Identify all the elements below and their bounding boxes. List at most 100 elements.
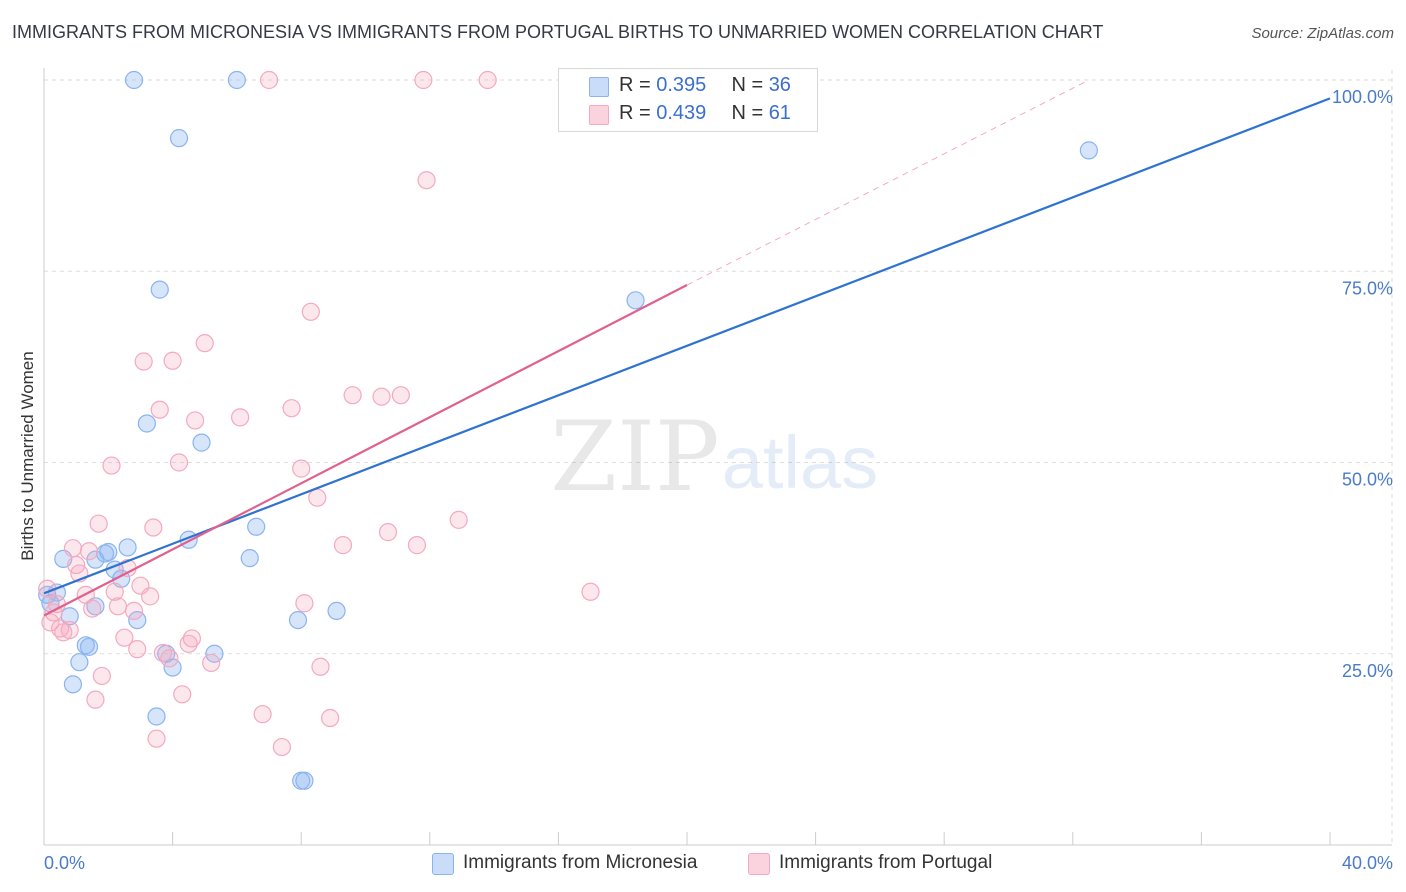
micronesia-trend-line <box>43 97 1331 595</box>
bottom-legend-swatch-micronesia <box>432 853 454 875</box>
portugal-point <box>60 620 79 640</box>
micronesia-point <box>63 675 83 694</box>
portugal-point <box>378 523 398 542</box>
portugal-point <box>301 302 320 321</box>
portugal-point <box>253 705 272 724</box>
portugal-point <box>86 690 105 709</box>
portugal-point <box>63 539 83 558</box>
portugal-trend-extension <box>686 79 1090 286</box>
portugal-point <box>407 536 427 555</box>
y-tick-label: 50.0% <box>1342 470 1393 490</box>
portugal-points <box>38 70 600 757</box>
portugal-point <box>231 408 250 427</box>
watermark-atlas: atlas <box>722 421 878 504</box>
portugal-point <box>195 334 214 353</box>
portugal-point <box>115 628 134 647</box>
bottom-legend-swatch-portugal <box>748 853 770 875</box>
portugal-point <box>169 453 189 472</box>
portugal-point <box>102 456 121 475</box>
legend-r-value: 0.439 <box>656 102 707 124</box>
portugal-point <box>259 70 279 90</box>
portugal-point <box>140 587 160 606</box>
micronesia-point <box>192 433 211 452</box>
x-tick-label: 40.0% <box>1342 853 1393 873</box>
portugal-point <box>128 640 147 659</box>
portugal-point <box>182 629 201 648</box>
portugal-point <box>92 666 111 686</box>
portugal-point <box>89 514 108 533</box>
micronesia-point <box>147 707 166 726</box>
bottom-legend-portugal: Immigrants from Portugal <box>779 852 993 873</box>
micronesia-points <box>38 70 1098 790</box>
portugal-point <box>41 613 60 632</box>
portugal-point <box>333 536 353 555</box>
micronesia-point <box>295 771 314 790</box>
correlation-legend: R = 0.395 N = 36 R = 0.439 N = 61 <box>558 68 818 132</box>
bottom-legend-micronesia: Immigrants from Micronesia <box>463 852 698 873</box>
axes <box>43 68 1392 846</box>
micronesia-point <box>124 70 144 90</box>
portugal-point <box>282 399 301 418</box>
legend-n-value: 36 <box>768 74 791 96</box>
legend-row-micronesia: R = 0.395 N = 36 <box>619 74 791 100</box>
legend-row-portugal: R = 0.439 N = 61 <box>619 102 791 128</box>
y-tick-label: 25.0% <box>1342 661 1393 681</box>
portugal-point <box>108 597 128 616</box>
micronesia-point <box>288 610 308 630</box>
portugal-point <box>134 352 153 371</box>
legend-r-label: R = <box>619 74 651 96</box>
micronesia-point <box>327 601 346 621</box>
legend-r-value: 0.395 <box>656 74 707 96</box>
portugal-point <box>150 400 169 419</box>
legend-r-label: R = <box>619 102 651 124</box>
portugal-point <box>449 510 468 529</box>
legend-n-label: N = <box>731 102 764 124</box>
portugal-point <box>272 737 292 757</box>
portugal-point <box>417 171 436 190</box>
micronesia-point <box>99 542 118 562</box>
x-tick-labels: 0.0% 40.0% <box>44 853 1393 873</box>
portugal-point <box>414 70 433 90</box>
portugal-point <box>308 488 327 507</box>
micronesia-point <box>626 291 645 310</box>
micronesia-point <box>247 517 266 536</box>
legend-swatch-micronesia <box>589 77 609 97</box>
portugal-point <box>343 386 362 405</box>
portugal-point <box>391 386 410 405</box>
portugal-point <box>478 70 497 90</box>
micronesia-point <box>227 70 246 90</box>
portugal-point <box>581 582 600 601</box>
micronesia-point <box>70 653 89 672</box>
portugal-point <box>295 594 314 613</box>
micronesia-point <box>118 538 137 557</box>
portugal-point <box>83 599 102 618</box>
portugal-point <box>311 657 330 676</box>
y-tick-label: 75.0% <box>1342 278 1393 298</box>
micronesia-point <box>137 414 156 433</box>
portugal-point <box>173 685 192 704</box>
y-axis-label: Births to Unmarried Women <box>18 351 37 560</box>
chart-title: IMMIGRANTS FROM MICRONESIA VS IMMIGRANTS… <box>12 22 1104 42</box>
y-tick-label: 100.0% <box>1332 87 1393 107</box>
portugal-point <box>292 459 311 478</box>
portugal-point <box>163 351 182 370</box>
watermark-zip: ZIP <box>550 401 719 513</box>
portugal-point <box>160 649 179 668</box>
micronesia-point <box>240 549 259 568</box>
micronesia-point <box>79 637 99 656</box>
grid-lines <box>44 70 1393 845</box>
portugal-point <box>186 411 205 430</box>
portugal-trend-line <box>43 284 688 617</box>
portugal-point <box>124 601 144 621</box>
legend-n-label: N = <box>731 74 764 96</box>
watermark: ZIP atlas <box>550 401 878 513</box>
portugal-point <box>79 542 99 561</box>
portugal-point <box>321 708 340 728</box>
legend-n-value: 61 <box>768 102 791 124</box>
portugal-point <box>372 387 391 406</box>
micronesia-point <box>1079 141 1098 160</box>
portugal-point <box>179 634 198 653</box>
x-tick-label: 0.0% <box>44 853 85 873</box>
chart-source: Source: ZipAtlas.com <box>1251 25 1394 42</box>
